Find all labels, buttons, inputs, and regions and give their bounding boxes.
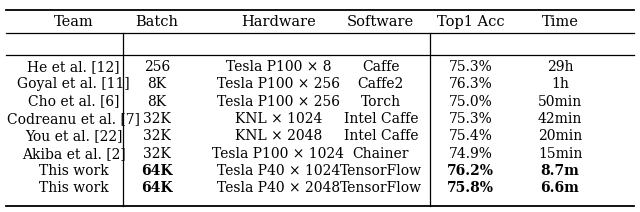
- Text: Tesla P100 × 1024: Tesla P100 × 1024: [212, 147, 344, 161]
- Text: Hardware: Hardware: [241, 15, 316, 29]
- Text: TensorFlow: TensorFlow: [340, 164, 422, 178]
- Text: Intel Caffe: Intel Caffe: [344, 112, 418, 126]
- Text: 75.3%: 75.3%: [449, 112, 492, 126]
- Text: Chainer: Chainer: [353, 147, 409, 161]
- Text: 75.8%: 75.8%: [447, 181, 494, 195]
- Text: 8.7m: 8.7m: [541, 164, 579, 178]
- Text: This work: This work: [39, 181, 108, 195]
- Text: 76.2%: 76.2%: [447, 164, 494, 178]
- Text: 64K: 64K: [141, 164, 173, 178]
- Text: 8K: 8K: [147, 95, 166, 109]
- Text: Torch: Torch: [361, 95, 401, 109]
- Text: Tesla P40 × 2048: Tesla P40 × 2048: [217, 181, 340, 195]
- Text: This work: This work: [39, 164, 108, 178]
- Text: 6.6m: 6.6m: [541, 181, 579, 195]
- Text: TensorFlow: TensorFlow: [340, 181, 422, 195]
- Text: 256: 256: [143, 60, 170, 74]
- Text: Goyal et al. [11]: Goyal et al. [11]: [17, 77, 130, 91]
- Text: 50min: 50min: [538, 95, 582, 109]
- Text: He et al. [12]: He et al. [12]: [28, 60, 120, 74]
- Text: 42min: 42min: [538, 112, 582, 126]
- Text: Akiba et al. [2]: Akiba et al. [2]: [22, 147, 125, 161]
- Text: 32K: 32K: [143, 112, 171, 126]
- Text: You et al. [22]: You et al. [22]: [25, 129, 122, 143]
- Text: Intel Caffe: Intel Caffe: [344, 129, 418, 143]
- Text: Tesla P100 × 8: Tesla P100 × 8: [226, 60, 331, 74]
- Text: Cho et al. [6]: Cho et al. [6]: [28, 95, 119, 109]
- Text: Caffe: Caffe: [362, 60, 399, 74]
- Text: Batch: Batch: [135, 15, 179, 29]
- Text: Tesla P100 × 256: Tesla P100 × 256: [217, 77, 340, 91]
- Text: Team: Team: [54, 15, 93, 29]
- Text: 20min: 20min: [538, 129, 582, 143]
- Text: 32K: 32K: [143, 147, 171, 161]
- Text: 74.9%: 74.9%: [449, 147, 492, 161]
- Text: Caffe2: Caffe2: [358, 77, 404, 91]
- Text: Codreanu et al. [7]: Codreanu et al. [7]: [7, 112, 140, 126]
- Text: 75.4%: 75.4%: [449, 129, 492, 143]
- Text: Software: Software: [348, 15, 414, 29]
- Text: KNL × 1024: KNL × 1024: [235, 112, 322, 126]
- Text: 15min: 15min: [538, 147, 582, 161]
- Text: 64K: 64K: [141, 181, 173, 195]
- Text: 1h: 1h: [551, 77, 569, 91]
- Text: Tesla P100 × 256: Tesla P100 × 256: [217, 95, 340, 109]
- Text: KNL × 2048: KNL × 2048: [235, 129, 322, 143]
- Text: 32K: 32K: [143, 129, 171, 143]
- Text: 29h: 29h: [547, 60, 573, 74]
- Text: Tesla P40 × 1024: Tesla P40 × 1024: [217, 164, 340, 178]
- Text: 8K: 8K: [147, 77, 166, 91]
- Text: 76.3%: 76.3%: [449, 77, 492, 91]
- Text: Top1 Acc: Top1 Acc: [436, 15, 504, 29]
- Text: Time: Time: [541, 15, 579, 29]
- Text: 75.0%: 75.0%: [449, 95, 492, 109]
- Text: 75.3%: 75.3%: [449, 60, 492, 74]
